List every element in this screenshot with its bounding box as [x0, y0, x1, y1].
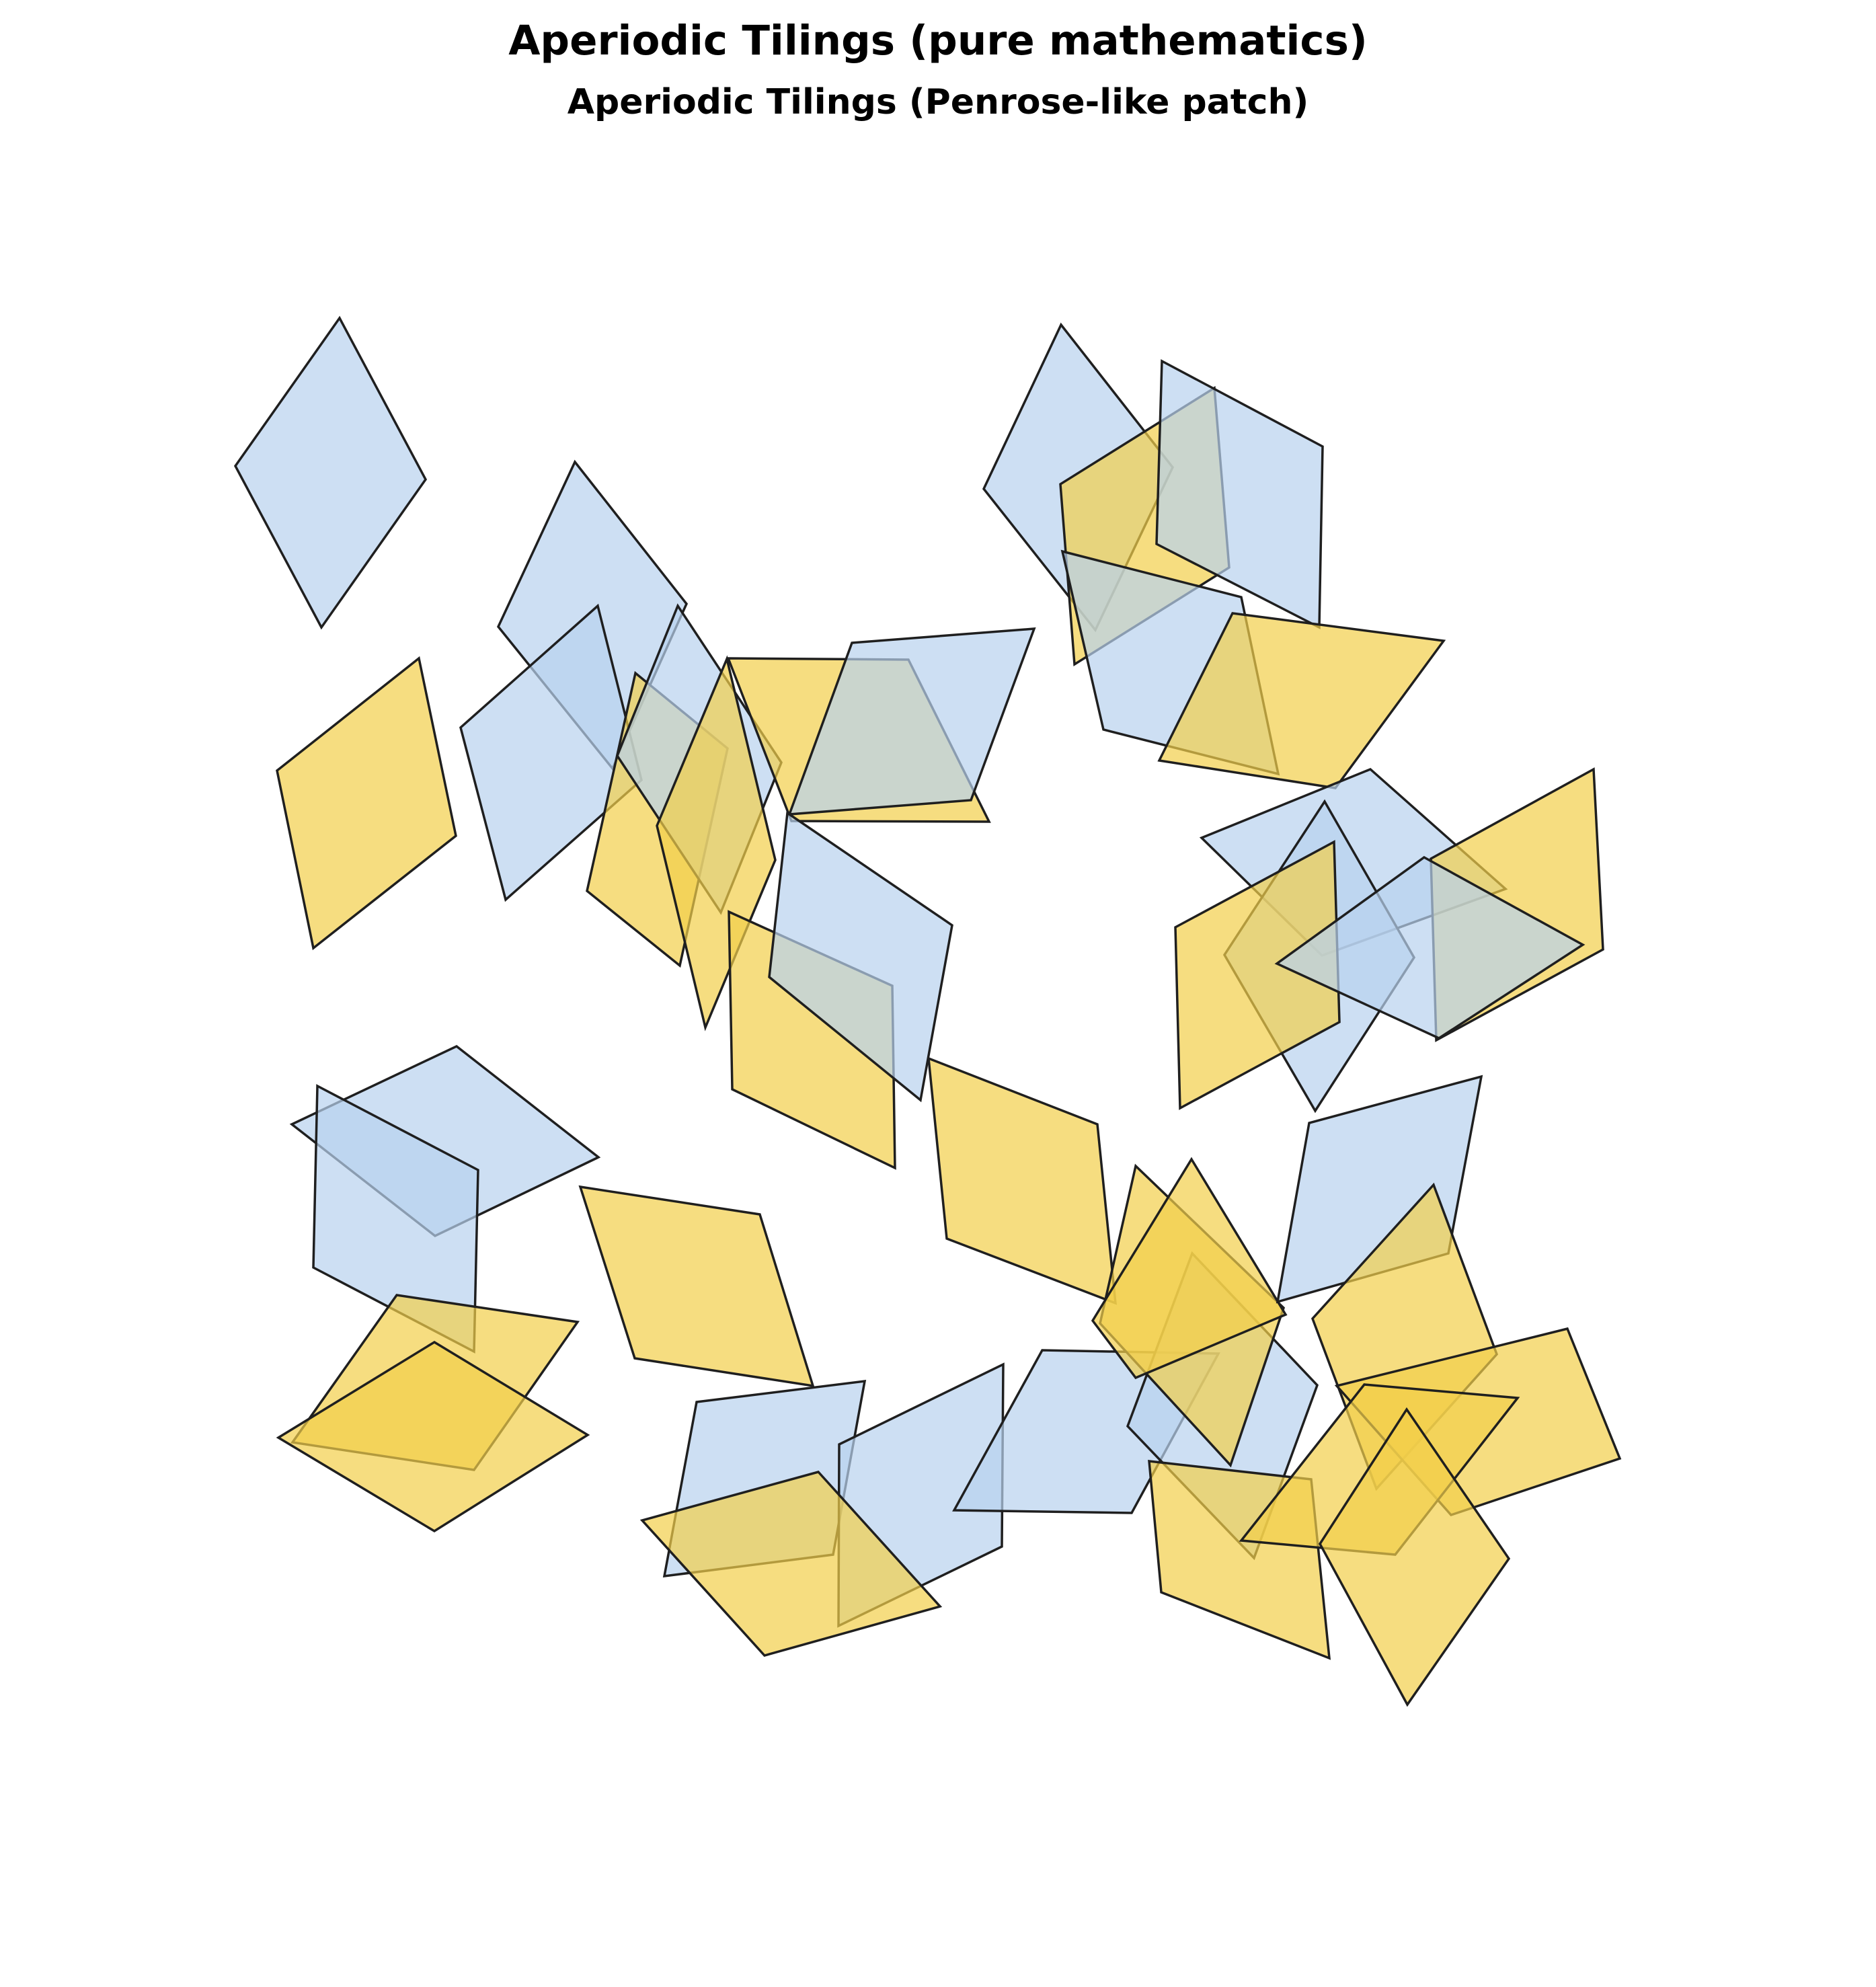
thin-rhombus-tile-24: [578, 1185, 815, 1388]
tiles-layer: [233, 315, 1622, 1707]
thick-rhombus-tile-9: [787, 627, 1036, 816]
thin-rhombus-tile-25: [927, 1056, 1118, 1305]
figure-suptitle: Aperiodic Tilings (pure mathematics): [508, 17, 1368, 65]
thin-rhombus-tile-35: [1091, 1157, 1288, 1380]
thin-rhombus-tile-30: [639, 1471, 943, 1657]
thin-rhombus-tile-40: [1318, 1407, 1511, 1707]
thin-rhombus-tile-27: [276, 1340, 590, 1533]
thin-rhombus-tile-2: [276, 656, 457, 951]
figure-title: Aperiodic Tilings (Penrose-like patch): [567, 82, 1309, 122]
thin-rhombus-tile-7: [656, 655, 777, 1031]
thick-rhombus-tile-21: [1274, 855, 1586, 1040]
thick-rhombus-tile-1: [233, 315, 428, 630]
thick-rhombus-tile-11: [768, 810, 953, 1103]
